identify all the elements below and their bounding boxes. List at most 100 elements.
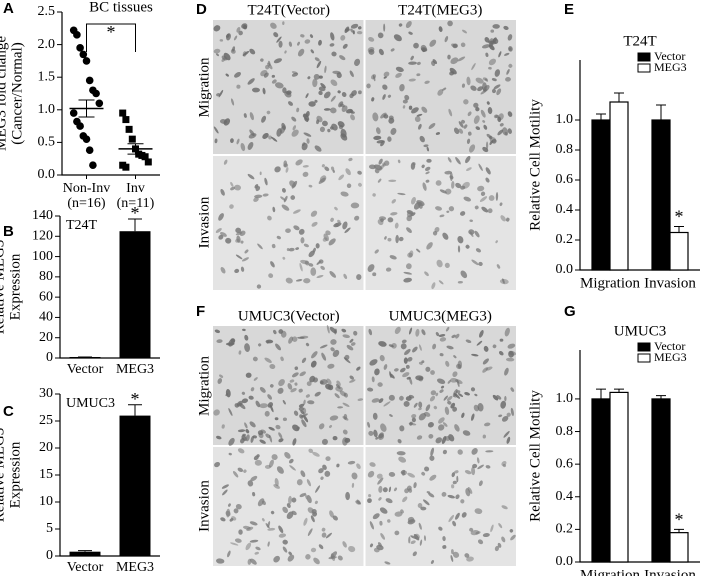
cell xyxy=(267,62,273,70)
cell xyxy=(295,279,303,282)
cell xyxy=(495,192,499,201)
error-bar xyxy=(656,104,666,120)
cell xyxy=(372,112,379,122)
cell xyxy=(389,371,392,379)
cell xyxy=(263,72,269,78)
cell xyxy=(285,277,293,284)
cell xyxy=(230,181,234,187)
cell xyxy=(389,255,397,260)
cell xyxy=(409,421,413,426)
cell xyxy=(325,230,331,236)
cell xyxy=(291,116,297,122)
cell xyxy=(307,528,313,537)
cell xyxy=(377,32,384,39)
cell xyxy=(356,31,363,35)
cell xyxy=(416,61,421,66)
point xyxy=(92,89,100,98)
cell xyxy=(444,262,450,269)
cell xyxy=(227,550,231,558)
panel-letter: D xyxy=(196,1,207,18)
cell xyxy=(354,215,360,221)
cell xyxy=(289,379,295,383)
cell xyxy=(270,384,274,388)
cell xyxy=(450,402,456,409)
cell xyxy=(292,438,297,446)
cell xyxy=(328,238,336,246)
cell xyxy=(311,351,318,359)
cell xyxy=(342,429,348,435)
cell xyxy=(236,27,241,33)
cell xyxy=(431,282,436,290)
cell xyxy=(243,469,247,473)
cell xyxy=(321,527,326,532)
cell xyxy=(366,83,371,89)
legend-label: MEG3 xyxy=(654,60,687,74)
cell xyxy=(308,263,314,267)
cell xyxy=(455,333,460,339)
cell xyxy=(499,123,504,127)
legend-label: Vector xyxy=(654,49,685,63)
cell xyxy=(241,257,250,262)
cell xyxy=(484,37,490,43)
cell xyxy=(291,372,299,378)
cell xyxy=(419,135,425,143)
cell xyxy=(332,515,338,521)
cell xyxy=(302,165,309,168)
cell xyxy=(334,393,340,399)
cell xyxy=(358,182,362,187)
bar xyxy=(609,391,629,563)
y-axis-label: Relative Cell Motility xyxy=(527,390,543,522)
cell xyxy=(379,354,385,362)
cell xyxy=(338,174,345,181)
cell xyxy=(268,60,271,66)
cell xyxy=(297,41,300,46)
significance-label: * xyxy=(675,207,684,227)
cell xyxy=(505,77,511,82)
cell xyxy=(341,328,347,333)
y-tick-label: 0.5 xyxy=(38,135,56,150)
cell xyxy=(300,410,305,415)
cell xyxy=(230,48,236,54)
cell xyxy=(425,404,431,412)
cell xyxy=(350,342,356,346)
cell xyxy=(274,477,279,487)
bar xyxy=(119,231,151,358)
cell xyxy=(345,491,350,501)
cell xyxy=(408,31,413,35)
cell xyxy=(265,64,270,70)
cell xyxy=(474,508,483,514)
cell xyxy=(477,539,484,545)
cell xyxy=(250,558,257,565)
cell xyxy=(240,240,244,244)
cell xyxy=(331,166,335,171)
cell xyxy=(223,118,231,126)
cell xyxy=(220,266,226,274)
cell xyxy=(383,401,391,407)
bar xyxy=(591,119,611,271)
cell xyxy=(453,393,458,398)
cell xyxy=(497,542,502,548)
error-bar xyxy=(128,404,142,416)
cell xyxy=(235,503,242,510)
cell xyxy=(320,476,324,480)
cell xyxy=(243,25,248,30)
cell xyxy=(423,535,427,541)
cell xyxy=(322,464,327,470)
cell xyxy=(330,95,336,102)
cell xyxy=(417,503,423,509)
cell xyxy=(324,470,331,477)
cell xyxy=(264,410,270,417)
cell xyxy=(394,326,401,335)
y-tick-label: 0.4 xyxy=(556,489,574,504)
cell xyxy=(479,196,488,202)
cell xyxy=(376,473,383,479)
cell xyxy=(285,167,289,173)
cell xyxy=(369,521,375,530)
cell xyxy=(354,58,361,67)
cell xyxy=(225,393,229,397)
cell xyxy=(249,521,258,526)
significance-bracket xyxy=(86,23,136,52)
cell xyxy=(495,240,498,244)
cell xyxy=(473,115,480,124)
cell xyxy=(320,83,326,89)
